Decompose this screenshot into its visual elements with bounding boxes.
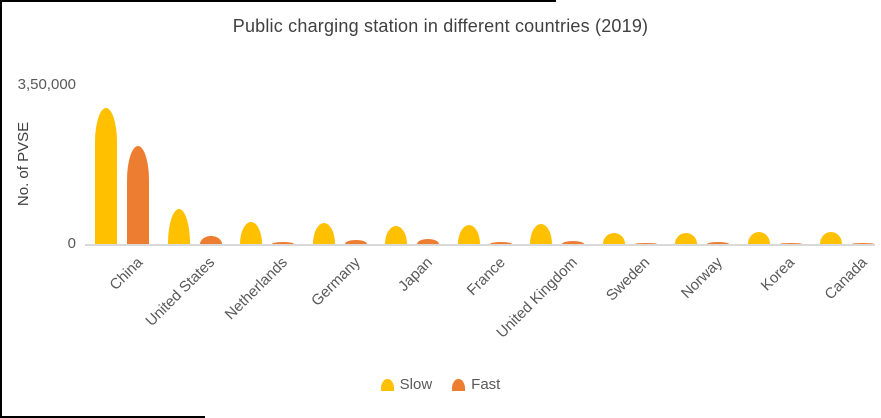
x-tick-united-states: United States: [142, 254, 219, 330]
bar-slow-united-states: [167, 209, 190, 244]
screenshot-border-left: [0, 0, 2, 418]
bar-slow-norway: [675, 233, 697, 244]
bar-slow-canada: [820, 232, 842, 244]
legend-marker-fast-icon: [452, 379, 466, 391]
x-tick-norway: Norway: [678, 254, 727, 302]
x-tick-france: France: [463, 254, 509, 300]
legend-item-fast: Fast: [452, 376, 500, 393]
bar-slow-sweden: [602, 233, 625, 244]
legend-label-fast: Fast: [471, 376, 501, 393]
x-tick-sweden: Sweden: [603, 254, 654, 305]
legend-marker-slow-icon: [380, 379, 394, 391]
x-tick-germany: Germany: [307, 254, 364, 310]
chart-legend: Slow Fast: [0, 376, 881, 393]
bar-slow-japan: [385, 226, 407, 244]
x-tick-japan: Japan: [395, 254, 437, 295]
bar-fast-france: [489, 242, 512, 244]
y-axis-tick-0: 0: [67, 235, 76, 252]
chart-title: Public charging station in different cou…: [232, 16, 649, 36]
legend-item-slow: Slow: [380, 376, 433, 393]
x-tick-china: China: [106, 254, 147, 294]
bar-fast-korea: [779, 243, 802, 244]
bar-fast-canada: [852, 243, 874, 244]
bar-fast-china: [127, 146, 149, 244]
bar-fast-norway: [707, 242, 729, 244]
bar-fast-sweden: [634, 243, 657, 244]
bar-slow-france: [457, 225, 480, 244]
bar-slow-china: [95, 108, 117, 244]
bar-slow-united-kingdom: [530, 224, 552, 244]
legend-label-slow: Slow: [399, 376, 433, 393]
bar-fast-netherlands: [272, 242, 294, 244]
screenshot-border-top: [0, 0, 556, 2]
x-tick-canada: Canada: [821, 254, 872, 304]
bar-slow-germany: [312, 223, 335, 244]
bar-fast-japan: [417, 239, 439, 244]
bar-slow-netherlands: [240, 222, 262, 244]
screenshot-border-bottom: [0, 416, 205, 418]
bar-slow-korea: [747, 232, 770, 244]
x-tick-netherlands: Netherlands: [221, 254, 292, 324]
y-axis-tick-350000: 3,50,000: [17, 76, 76, 93]
x-axis-line: [85, 244, 875, 246]
bar-fast-germany: [344, 240, 367, 244]
x-tick-korea: Korea: [758, 254, 799, 295]
bar-fast-united-kingdom: [562, 241, 584, 244]
bar-fast-united-states: [199, 236, 222, 244]
